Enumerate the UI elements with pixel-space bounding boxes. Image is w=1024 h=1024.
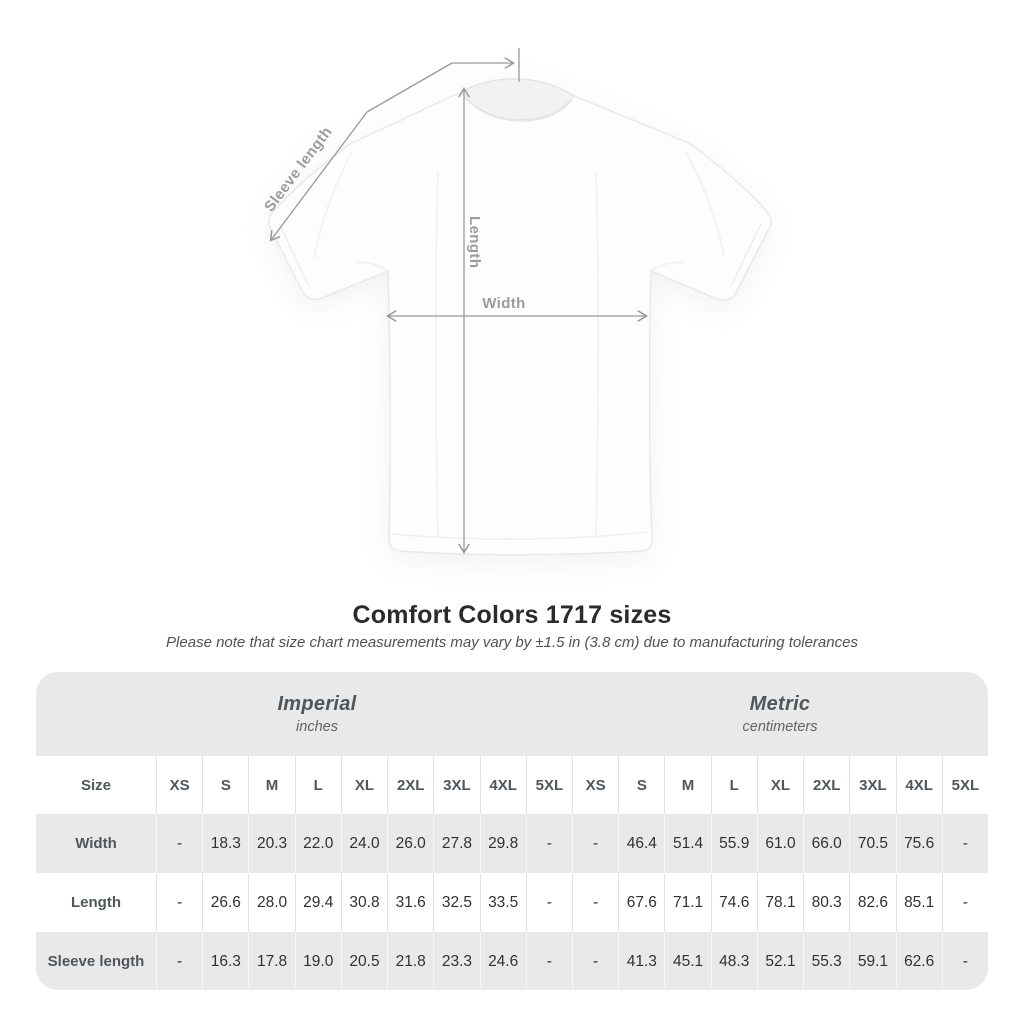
value-cell: 16.3 (202, 932, 248, 990)
sleeve-line (269, 111, 368, 242)
unit-sub-imperial: inches (296, 719, 338, 735)
value-cell: - (156, 873, 202, 932)
value-cell: 26.6 (202, 873, 248, 932)
value-cell: 71.1 (664, 873, 710, 932)
value-cell: 26.0 (387, 814, 433, 873)
size-col-header: M (248, 756, 294, 814)
size-col-header: L (294, 756, 341, 814)
value-cell: - (571, 932, 618, 990)
table-row: Width -18.3 20.3 22.0 24.0 26.0 27.8 29.8- -46.4… (36, 814, 988, 873)
value-cell: 70.5 (849, 814, 895, 873)
value-cell: 22.0 (294, 814, 341, 873)
sleeve-line-bend (366, 62, 453, 113)
size-col-header: 5XL (525, 756, 572, 814)
value-cell: 66.0 (803, 814, 849, 873)
row-label: Length (71, 894, 121, 911)
tolerance-note: Please note that size chart measurements… (166, 634, 858, 651)
value-cell: 31.6 (387, 873, 433, 932)
value-cell: - (156, 932, 202, 990)
value-cell: - (156, 814, 202, 873)
value-cell: 74.6 (710, 873, 757, 932)
units-row: Imperial inches Metric centimeters (36, 672, 988, 756)
size-col-header: 5XL (941, 756, 988, 814)
value-cell: 78.1 (756, 873, 803, 932)
size-col-header: 2XL (803, 756, 849, 814)
size-col-header: 2XL (387, 756, 433, 814)
row-label: Sleeve length (47, 953, 145, 970)
value-cell: 29.4 (294, 873, 341, 932)
value-cell: 45.1 (664, 932, 710, 990)
tshirt-shape (268, 78, 772, 556)
value-cell: 24.0 (340, 814, 387, 873)
size-col-header: 4XL (479, 756, 526, 814)
size-col-header: XS (571, 756, 618, 814)
table-row: Sleeve length -16.3 17.8 19.0 20.5 21.8 23.3 24… (36, 932, 988, 990)
value-cell: 48.3 (710, 932, 757, 990)
value-cell: 17.8 (248, 932, 294, 990)
unit-name-metric: Metric (749, 693, 811, 715)
value-cell: 75.6 (895, 814, 942, 873)
page-title: Comfort Colors 1717 sizes (352, 601, 672, 629)
value-cell: 27.8 (433, 814, 479, 873)
unit-sub-metric: centimeters (742, 719, 818, 735)
size-col-header: 4XL (895, 756, 942, 814)
value-cell: 85.1 (895, 873, 942, 932)
value-cell: 19.0 (294, 932, 341, 990)
value-cell: 67.6 (618, 873, 664, 932)
value-cell: 24.6 (479, 932, 526, 990)
value-cell: 21.8 (387, 932, 433, 990)
value-cell: - (941, 814, 988, 873)
size-col-header: 3XL (433, 756, 479, 814)
value-cell: 62.6 (895, 932, 942, 990)
value-cell: 20.5 (340, 932, 387, 990)
size-col-header: 3XL (849, 756, 895, 814)
size-table-card: Imperial inches Metric centimeters Size X… (36, 672, 988, 990)
value-cell: 61.0 (756, 814, 803, 873)
length-label: Length (466, 216, 483, 268)
value-cell: 46.4 (618, 814, 664, 873)
row-label: Width (75, 835, 117, 852)
unit-group-metric: Metric centimeters (572, 672, 988, 756)
size-col-header: M (664, 756, 710, 814)
value-cell: 30.8 (340, 873, 387, 932)
unit-group-imperial: Imperial inches (36, 672, 572, 756)
value-cell: - (941, 873, 988, 932)
value-cell: 28.0 (248, 873, 294, 932)
size-header-cell: Size (80, 776, 111, 794)
value-cell: - (525, 932, 572, 990)
value-cell: 55.3 (803, 932, 849, 990)
value-cell: 20.3 (248, 814, 294, 873)
value-cell: 51.4 (664, 814, 710, 873)
unit-name-imperial: Imperial (277, 693, 357, 715)
table-row: Length -26.6 28.0 29.4 30.8 31.6 32.5 33.5- -67.… (36, 873, 988, 932)
value-cell: - (525, 873, 572, 932)
size-col-header: S (202, 756, 248, 814)
size-col-header: XL (340, 756, 387, 814)
size-col-header: XL (756, 756, 803, 814)
size-header-row: Size XS S M L XL 2XL 3XL 4XL 5XL XS S M L XL 2XL 3XL 4XL 5… (36, 756, 988, 814)
value-cell: - (525, 814, 572, 873)
value-cell: 59.1 (849, 932, 895, 990)
size-col-header: S (618, 756, 664, 814)
value-cell: 82.6 (849, 873, 895, 932)
size-col-header: XS (156, 756, 202, 814)
value-cell: 52.1 (756, 932, 803, 990)
value-cell: 29.8 (479, 814, 526, 873)
tshirt-diagram: Sleeve length Length Width (261, 48, 772, 556)
value-cell: 55.9 (710, 814, 757, 873)
size-col-header: L (710, 756, 757, 814)
value-cell: - (941, 932, 988, 990)
value-cell: 41.3 (618, 932, 664, 990)
value-cell: 23.3 (433, 932, 479, 990)
value-cell: 18.3 (202, 814, 248, 873)
value-cell: 33.5 (479, 873, 526, 932)
width-label: Width (482, 295, 526, 312)
value-cell: 80.3 (803, 873, 849, 932)
measurement-lines (269, 48, 649, 555)
value-cell: 32.5 (433, 873, 479, 932)
value-cell: - (571, 814, 618, 873)
value-cell: - (571, 873, 618, 932)
